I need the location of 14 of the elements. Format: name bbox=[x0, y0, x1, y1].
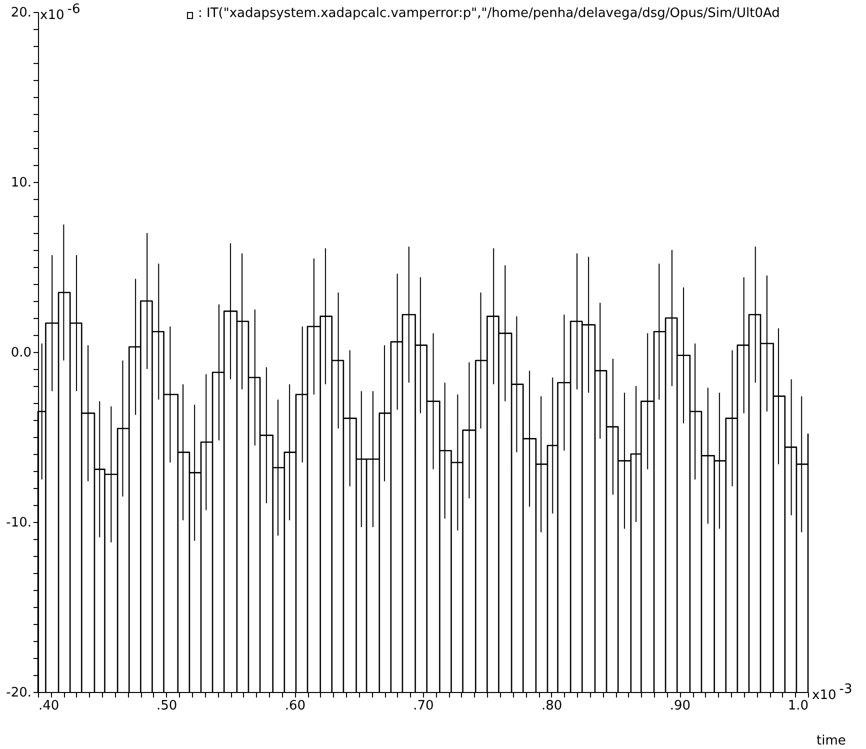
x-tick-label: 1.0 bbox=[788, 698, 808, 714]
x-tick-label: .40 bbox=[38, 698, 60, 714]
x-tick-label: .90 bbox=[670, 698, 691, 714]
x-tick-label: .70 bbox=[413, 698, 434, 714]
y-tick-label: 20. bbox=[10, 6, 32, 20]
x-tick-label: .50 bbox=[156, 698, 178, 714]
y-tick-label: -20. bbox=[6, 686, 32, 700]
y-tick-label: -10. bbox=[6, 516, 32, 530]
chart-title: : IT("xadapsystem.xadapcalc.vamperror:p","/home/penha/delavega/dsg/Opus/Sim/Ult0Ad bbox=[198, 6, 780, 21]
x-tick-label: .60 bbox=[284, 698, 306, 714]
y-tick-label: 10. bbox=[10, 176, 32, 190]
y-tick-label: 0.0 bbox=[10, 346, 32, 360]
x-tick-label: .80 bbox=[541, 698, 562, 714]
x-axis-title: time bbox=[816, 734, 846, 748]
